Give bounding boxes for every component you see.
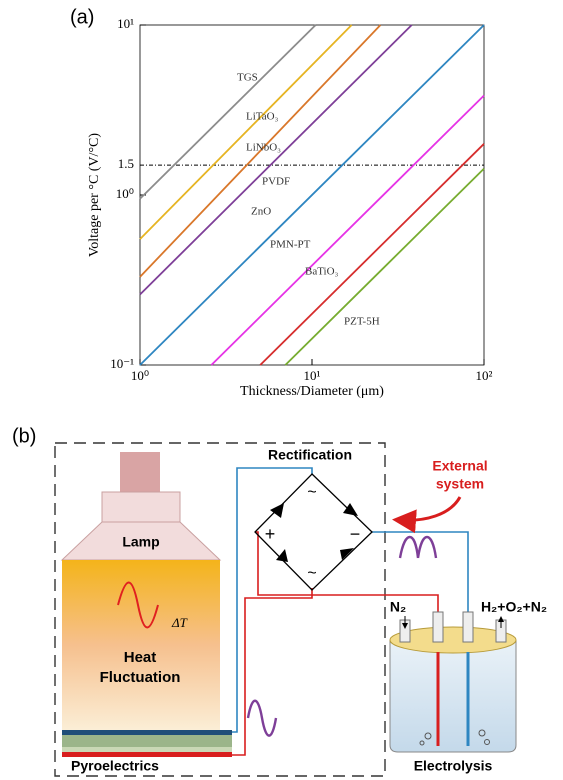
diode bbox=[340, 548, 354, 560]
n2-label: N₂ bbox=[390, 599, 406, 615]
series-label: LiNbO₃ bbox=[246, 142, 281, 154]
pyro-layer bbox=[62, 747, 232, 752]
heat-zone bbox=[62, 560, 220, 730]
y-tick-label: 10¹ bbox=[117, 16, 134, 31]
series-line bbox=[139, 24, 382, 278]
external-label: system bbox=[436, 476, 484, 492]
heat-wave bbox=[117, 581, 159, 629]
series-label: PZT-5H bbox=[344, 316, 380, 328]
series-label: ZnO bbox=[251, 206, 271, 218]
plot: 10⁰ 10¹ 10²10⁻¹10⁰10¹1.5TGSLiTaO₃LiNbO₃PVD… bbox=[110, 16, 492, 383]
diode bbox=[276, 549, 288, 562]
reference-label: 1.5 bbox=[118, 156, 134, 171]
pyro-layer bbox=[62, 735, 232, 747]
minus: − bbox=[350, 524, 361, 544]
lamp-mid bbox=[101, 491, 181, 523]
electrode bbox=[462, 611, 474, 643]
external-arrow bbox=[392, 496, 462, 534]
wire bbox=[232, 467, 313, 733]
y-tick-label: 10⁻¹ bbox=[110, 356, 134, 371]
electrolysis-label: Electrolysis bbox=[414, 758, 493, 774]
lid bbox=[389, 626, 517, 654]
products-label: H₂+O₂+N₂ bbox=[481, 599, 547, 615]
panel-label: (a) bbox=[70, 6, 94, 28]
electrode bbox=[432, 611, 444, 643]
diode bbox=[343, 503, 358, 516]
x-tick-label: 10¹ bbox=[304, 368, 321, 383]
series-label: PMN-PT bbox=[270, 239, 311, 251]
ac-symbol: ~ bbox=[307, 565, 316, 582]
beaker bbox=[389, 640, 517, 753]
lamp-label: Lamp bbox=[122, 534, 159, 550]
electrode-bottom bbox=[62, 752, 232, 757]
pyro-label: Pyroelectrics bbox=[71, 758, 159, 774]
series-line bbox=[259, 143, 485, 366]
x-tick-label: 10⁰ bbox=[131, 368, 149, 383]
series-label: BaTiO₃ bbox=[305, 266, 339, 278]
heat-label: Fluctuation bbox=[100, 669, 181, 686]
series-line bbox=[139, 24, 413, 296]
diode bbox=[270, 503, 284, 518]
series-line bbox=[139, 24, 485, 366]
series-line bbox=[139, 24, 353, 240]
ac-symbol: ~ bbox=[307, 484, 316, 501]
system-boundary bbox=[54, 442, 386, 777]
heat-label: Heat bbox=[124, 649, 157, 666]
x-tick-label: 10² bbox=[476, 368, 493, 383]
series-line bbox=[284, 167, 485, 366]
bubble bbox=[478, 729, 486, 737]
dc-wave bbox=[398, 536, 438, 559]
bubble bbox=[419, 740, 425, 746]
panel-label: (b) bbox=[12, 425, 36, 447]
lamp-top bbox=[120, 452, 160, 492]
plus: + bbox=[265, 524, 276, 544]
external-label: External bbox=[432, 458, 487, 474]
rectification-label: Rectification bbox=[268, 447, 352, 463]
electrode-top bbox=[62, 730, 232, 735]
delta-t: ΔT bbox=[171, 615, 188, 630]
bubble bbox=[424, 732, 432, 740]
series-label: LiTaO₃ bbox=[246, 111, 279, 123]
x-axis-title: Thickness/Diameter (μm) bbox=[240, 384, 384, 399]
y-axis-title: Voltage per °C (V/°C) bbox=[87, 133, 102, 257]
series-line bbox=[210, 94, 485, 366]
series-label: PVDF bbox=[262, 176, 290, 188]
wire bbox=[232, 588, 313, 756]
series-line bbox=[139, 24, 317, 200]
y-tick-label: 10⁰ bbox=[116, 186, 134, 201]
bubble bbox=[484, 739, 490, 745]
ac-wave bbox=[246, 699, 278, 737]
series-label: TGS bbox=[237, 72, 258, 84]
